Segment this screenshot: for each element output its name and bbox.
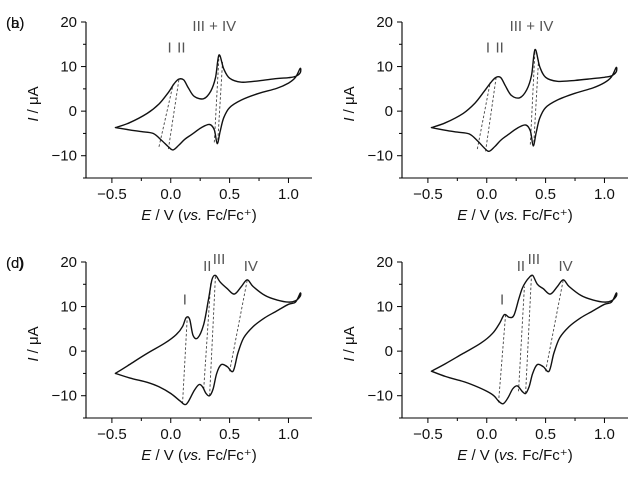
peak-guide-line (213, 54, 220, 143)
x-tick-label: −0.5 (97, 186, 127, 203)
x-tick-label: 0.5 (219, 186, 240, 203)
peak-guide-line (529, 49, 536, 145)
y-axis-label: I / μA (25, 326, 42, 361)
y-tick-label: −10 (52, 388, 77, 405)
cv-panel-3: (d) −10 0 10 20 −0.5 0.0 0.5 1.0 E / V (vs. Fc/Fc… (6, 251, 628, 464)
cv-curve (430, 274, 618, 405)
peak-guide-line (545, 279, 564, 372)
peak-guide-line (217, 62, 223, 141)
peak-annotation: IV (244, 258, 258, 275)
y-tick-label: −10 (52, 148, 77, 165)
cv-curve (114, 274, 302, 406)
panel-label: (a) (6, 15, 24, 32)
axis-lines (401, 262, 628, 419)
x-tick-label: 0.5 (535, 426, 556, 443)
panel-label: (b) (6, 15, 24, 32)
y-tick-label: 20 (60, 14, 77, 31)
y-tick-label: 20 (376, 14, 393, 31)
x-tick-label: −0.5 (97, 426, 127, 443)
y-tick-label: 20 (376, 254, 393, 271)
peak-annotation: III + IV (192, 18, 236, 35)
cv-curve (114, 54, 302, 151)
peak-guide-line (182, 317, 188, 404)
y-tick-label: 0 (69, 343, 77, 360)
peak-guide-line (158, 84, 174, 147)
peak-annotation: I (486, 39, 490, 56)
cv-curve (430, 48, 618, 153)
x-tick-label: 0.5 (535, 186, 556, 203)
x-tick-label: 0.0 (160, 186, 181, 203)
x-tick-label: 0.0 (476, 426, 497, 443)
peak-annotation: III + IV (510, 18, 554, 35)
peak-guide-line (203, 282, 212, 390)
x-axis-label: E / V (vs. Fc/Fc⁺) (141, 447, 256, 464)
axis-lines (401, 22, 628, 179)
y-tick-label: −10 (368, 388, 393, 405)
y-tick-label: 20 (60, 254, 77, 271)
x-axis-label: E / V (vs. Fc/Fc⁺) (457, 207, 572, 224)
peak-annotation: III (528, 251, 541, 268)
peak-annotation: II (203, 258, 211, 275)
peak-annotation: IV (559, 258, 573, 275)
y-tick-label: 0 (69, 103, 77, 120)
y-tick-label: 10 (376, 299, 393, 316)
y-tick-label: 0 (385, 343, 393, 360)
y-tick-label: 10 (376, 59, 393, 76)
x-tick-label: −0.5 (413, 426, 443, 443)
y-axis-label: I / μA (25, 86, 42, 121)
y-tick-label: 10 (60, 59, 77, 76)
peak-annotation: III (213, 251, 226, 268)
y-tick-label: 0 (385, 103, 393, 120)
y-axis-label: I / μA (341, 86, 358, 121)
x-tick-label: 1.0 (594, 426, 615, 443)
peak-annotation: II (517, 258, 525, 275)
panel-label: (c) (6, 255, 24, 272)
peak-annotation: I (167, 39, 171, 56)
peak-guide-line (485, 77, 497, 152)
x-tick-label: 1.0 (278, 186, 299, 203)
x-axis-label: E / V (vs. Fc/Fc⁺) (457, 447, 572, 464)
peak-annotation: I (500, 291, 504, 308)
peak-guide-line (476, 82, 491, 150)
y-tick-label: −10 (368, 148, 393, 165)
y-tick-label: 10 (60, 299, 77, 316)
x-tick-label: 0.0 (476, 186, 497, 203)
panel-label: (d) (6, 255, 24, 272)
cv-panel-0: (a) −10 0 10 20 −0.5 0.0 0.5 1.0 E / V (vs. Fc/Fc… (6, 14, 312, 224)
peak-annotation: II (496, 39, 504, 56)
peak-guide-line (167, 78, 180, 150)
x-axis-label: E / V (vs. Fc/Fc⁺) (141, 207, 256, 224)
peak-annotation: I (183, 291, 187, 308)
peak-guide-line (498, 314, 507, 403)
cv-panel-1: (b) −10 0 10 20 −0.5 0.0 0.5 1.0 E / V (vs. Fc/Fc… (6, 14, 628, 224)
peak-guide-line (209, 275, 216, 396)
peak-guide-line (229, 279, 248, 372)
y-axis-label: I / μA (341, 326, 358, 361)
x-tick-label: 0.0 (160, 426, 181, 443)
axis-lines (85, 262, 312, 419)
cv-panel-2: (c) −10 0 10 20 −0.5 0.0 0.5 1.0 E / V (vs. Fc/Fc… (6, 251, 312, 464)
peak-guide-line (533, 59, 539, 143)
peak-guide-line (518, 286, 525, 392)
peak-annotation: II (177, 39, 185, 56)
axis-lines (85, 22, 312, 179)
x-tick-label: 1.0 (278, 426, 299, 443)
x-tick-label: 1.0 (594, 186, 615, 203)
x-tick-label: −0.5 (413, 186, 443, 203)
x-tick-label: 0.5 (219, 426, 240, 443)
peak-guide-line (525, 275, 532, 394)
